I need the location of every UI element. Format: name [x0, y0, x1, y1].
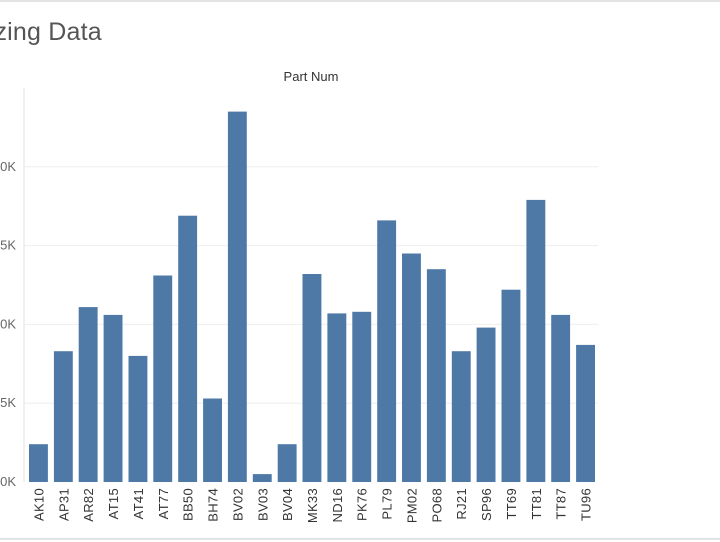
bar-bv03[interactable]	[252, 474, 272, 482]
y-tick-label: 0K	[0, 474, 16, 489]
y-tick-label: 20K	[0, 159, 16, 174]
x-label-pm02: PM02	[405, 488, 420, 523]
x-label-po68: PO68	[429, 488, 444, 522]
x-label-tt81: TT81	[529, 488, 544, 520]
bar-ap31[interactable]	[53, 351, 73, 482]
y-tick-label: 10K	[0, 316, 16, 331]
y-axis-ticks: 0K 5K 10K 15K 20K	[0, 159, 16, 489]
y-tick-label: 5K	[0, 395, 16, 410]
y-tick-label: 15K	[0, 238, 16, 253]
bar-tt81[interactable]	[526, 199, 546, 482]
x-label-bv04: BV04	[280, 488, 295, 521]
x-label-at77: AT77	[156, 488, 171, 519]
x-label-at15: AT15	[106, 488, 121, 519]
dashboard-title: lyzing Data	[0, 18, 102, 46]
x-label-pk76: PK76	[355, 488, 370, 521]
x-label-tt69: TT69	[504, 488, 519, 520]
bar-tt87[interactable]	[551, 314, 571, 482]
bar-rj21[interactable]	[451, 351, 471, 482]
x-label-bh74: BH74	[206, 488, 221, 522]
column-header-part-num: Part Num	[284, 69, 339, 84]
x-label-tu96: TU96	[579, 488, 594, 521]
bar-bb50[interactable]	[178, 215, 198, 482]
bar-pm02[interactable]	[402, 253, 421, 483]
bar-sp96[interactable]	[476, 327, 496, 482]
x-label-sp96: SP96	[479, 488, 494, 521]
x-label-tt87: TT87	[554, 488, 569, 520]
x-label-ak10: AK10	[31, 488, 46, 521]
bar-ak10[interactable]	[29, 444, 48, 482]
x-axis-labels: AK10 AP31 AR82 AT15 AT41 AT77 BB50 BH74 BV02 BV03…	[31, 488, 593, 523]
x-label-at41: AT41	[131, 488, 146, 519]
x-label-ar82: AR82	[81, 488, 96, 522]
bar-pk76[interactable]	[352, 311, 372, 482]
bar-nd16[interactable]	[327, 313, 347, 482]
x-label-nd16: ND16	[330, 488, 345, 522]
x-label-bv03: BV03	[255, 488, 270, 521]
x-label-pl79: PL79	[380, 488, 395, 520]
bar-po68[interactable]	[426, 269, 446, 482]
bar-bh74[interactable]	[203, 398, 222, 483]
bar-at41[interactable]	[128, 355, 148, 482]
x-label-bv02: BV02	[230, 488, 245, 521]
bar-pl79[interactable]	[377, 220, 397, 482]
bars[interactable]	[29, 111, 595, 483]
bar-ar82[interactable]	[78, 307, 98, 482]
bar-bv02[interactable]	[227, 111, 247, 482]
bar-mk33[interactable]	[302, 274, 322, 482]
bar-tu96[interactable]	[576, 344, 595, 482]
bar-at15[interactable]	[103, 314, 123, 482]
x-label-mk33: MK33	[305, 488, 320, 523]
bar-at77[interactable]	[153, 275, 173, 483]
x-label-ap31: AP31	[56, 488, 71, 521]
bar-tt69[interactable]	[501, 289, 521, 482]
x-label-rj21: RJ21	[454, 488, 469, 520]
x-label-bb50: BB50	[181, 488, 196, 521]
bar-bv04[interactable]	[277, 444, 297, 482]
